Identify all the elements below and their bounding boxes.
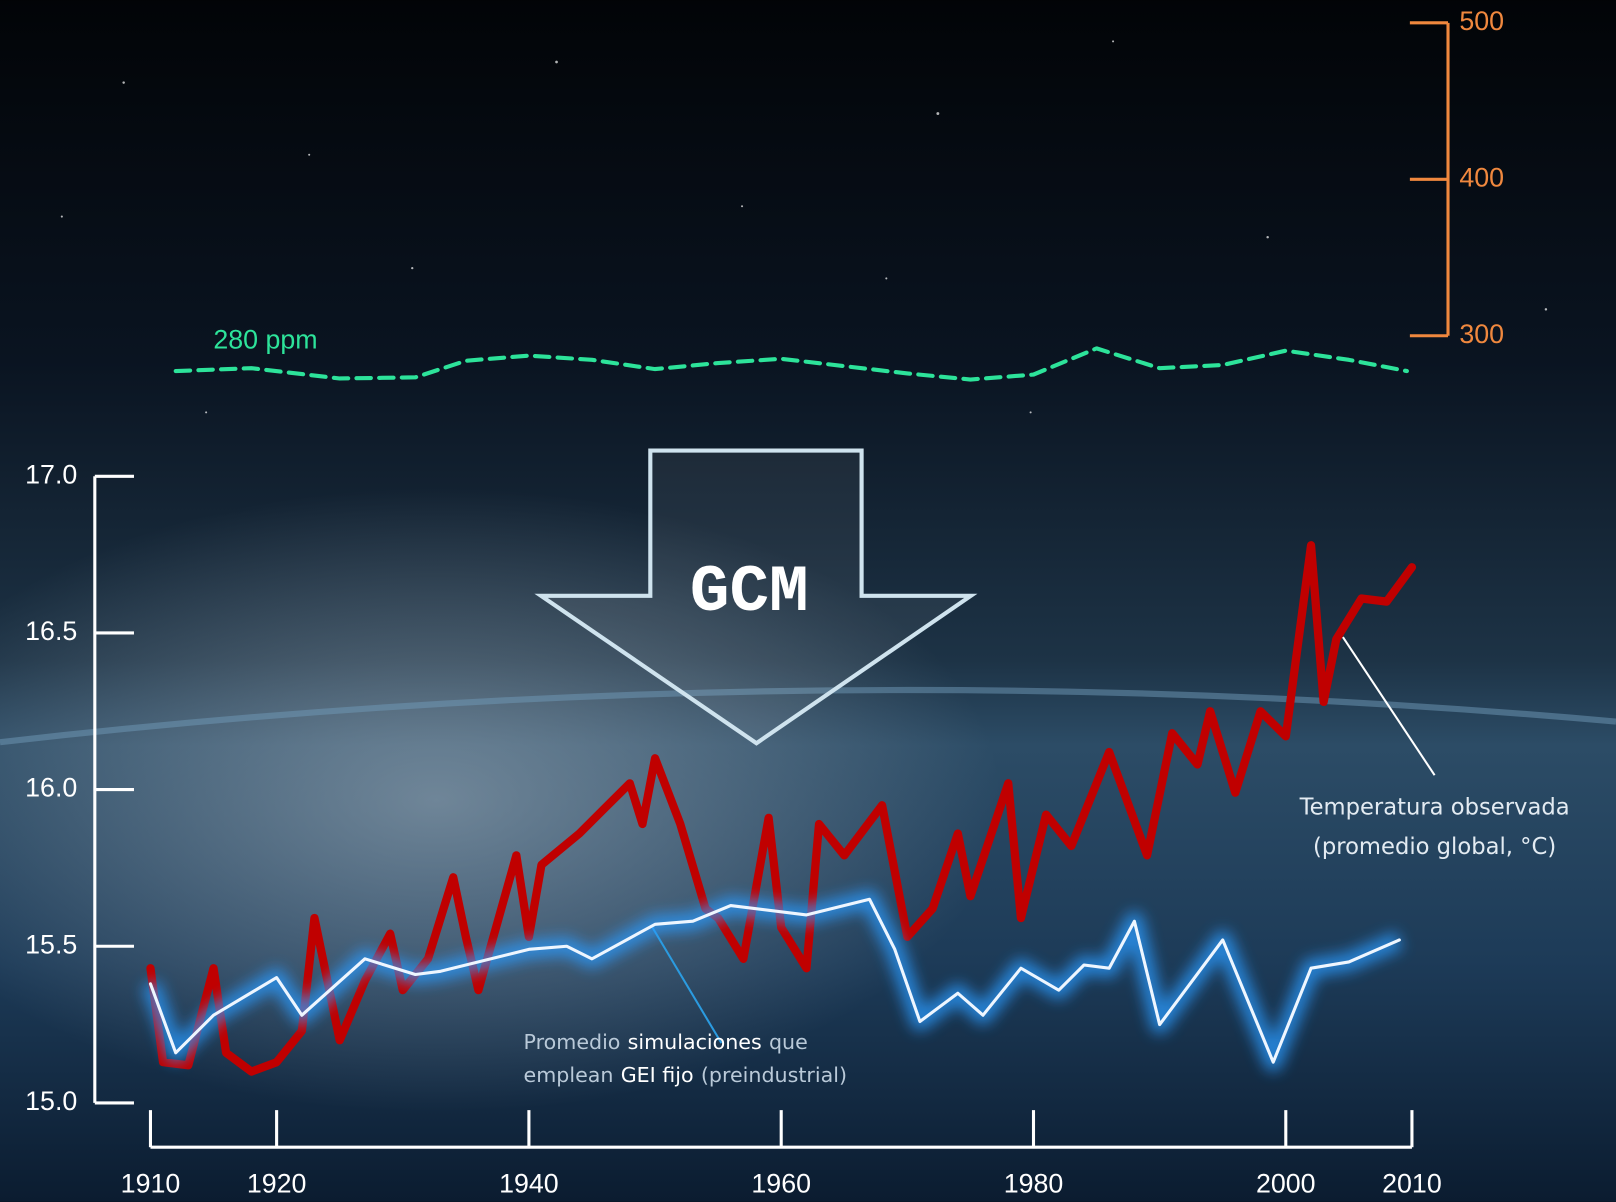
gcm-arrow	[534, 448, 978, 746]
annotation-line: emplean GEI fijo (preindustrial)	[524, 1063, 847, 1087]
y-tick-label: 16.5	[25, 616, 77, 646]
x-tick-label: 2000	[1256, 1168, 1316, 1198]
annotation-line: Promedio simulaciones que	[524, 1030, 808, 1054]
glare	[0, 309, 1616, 1202]
y2-tick-label: 400	[1459, 162, 1504, 192]
series-line	[148, 897, 1401, 1064]
stars	[60, 40, 1548, 414]
series-line	[173, 346, 1409, 382]
y-tick-label: 15.0	[25, 1086, 77, 1116]
x-tick-label: 1960	[751, 1168, 811, 1198]
annotation-word: Promedio	[524, 1030, 621, 1054]
plot: 15.0 15.5 16.0 16.5 17.0 1910 1920 1940 1960 1980…	[25, 6, 1504, 1199]
leader-line	[650, 925, 723, 1044]
x-tick-label: 1910	[121, 1168, 181, 1198]
x-tick-label: 1920	[247, 1168, 307, 1198]
annotation-word: que	[769, 1030, 808, 1054]
annotation: (promedio global, °C)	[1313, 834, 1556, 860]
horizon	[0, 686, 1616, 746]
annotation: Temperatura observada	[1299, 795, 1570, 821]
gcm-label: GCM	[690, 555, 809, 630]
y-tick-label: 15.5	[25, 929, 77, 959]
annotation-word: (preindustrial)	[701, 1063, 847, 1087]
y-tick-label: 17.0	[25, 459, 77, 489]
y2-tick-label: 500	[1459, 6, 1504, 36]
leader-line	[1342, 636, 1436, 776]
annotation-word: GEI fijo	[621, 1063, 694, 1087]
annotation: Promedio simulaciones que emplean GEI fijo (p…	[524, 1030, 847, 1087]
x-tick-label: 1940	[499, 1168, 559, 1198]
annotation-word: emplean	[524, 1063, 614, 1087]
annotation-word: simulaciones	[628, 1030, 762, 1054]
y-tick-label: 16.0	[25, 773, 77, 803]
co2-label: 280 ppm	[213, 324, 317, 354]
series-line	[146, 541, 1417, 1076]
x-tick-label: 1980	[1004, 1168, 1064, 1198]
x-tick-label: 2010	[1382, 1168, 1442, 1198]
y2-tick-label: 300	[1459, 319, 1504, 349]
